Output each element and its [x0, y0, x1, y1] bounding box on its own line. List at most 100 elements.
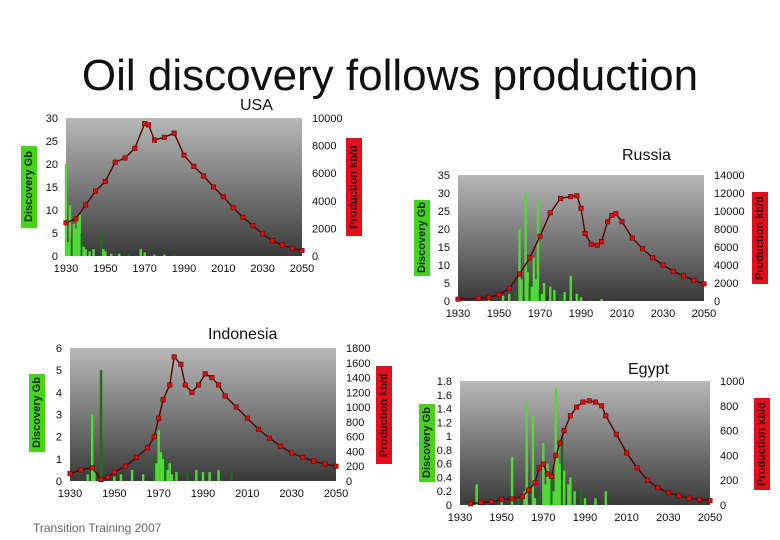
russia-ytick-left: 30 [438, 188, 450, 200]
usa-label: USA [240, 97, 273, 114]
indonesia-xtick: 1990 [191, 488, 215, 500]
usa-xtick: 1950 [93, 263, 117, 275]
russia-ytick-right: 10000 [714, 206, 745, 218]
indonesia-production-point [78, 467, 84, 473]
slide-title: Oil discovery follows production [81, 51, 699, 100]
usa-ytick-left: 5 [52, 228, 58, 240]
egypt-ytick-left: 0.4 [437, 472, 452, 484]
egypt-ytick-left: 1.6 [437, 390, 452, 402]
usa-ytick-right: 2000 [312, 223, 336, 235]
usa-ytick-left: 10 [46, 205, 58, 217]
indonesia-discovery-bar [159, 452, 163, 481]
usa-discovery-axis-label: Discovery Gb [21, 146, 37, 228]
egypt-production-point [553, 452, 559, 458]
egypt-production-point [644, 477, 650, 483]
egypt-xtick: 1950 [489, 512, 513, 524]
indonesia-discovery-bar [113, 476, 116, 481]
usa-ytick-right: 6000 [312, 168, 336, 180]
indonesia-label: Indonesia [208, 326, 278, 343]
indonesia-production-point [182, 382, 188, 388]
russia-ytick-right: 12000 [714, 188, 745, 200]
indonesia-ytick-right: 0 [346, 476, 352, 488]
russia-ytick-right: 8000 [714, 224, 738, 236]
usa-ytick-left: 20 [46, 159, 58, 171]
indonesia-discovery-bar [119, 474, 123, 481]
russia-production-point [574, 193, 580, 199]
indonesia-discovery-bar [170, 474, 174, 481]
indonesia-production-point [189, 389, 195, 395]
russia-production-point [613, 211, 619, 217]
russia-production-point [650, 255, 656, 261]
egypt-ytick-right: 600 [720, 426, 738, 438]
usa-discovery-bar [163, 254, 166, 256]
usa-discovery-bar [82, 246, 85, 256]
russia-production-point [609, 213, 615, 219]
usa-ytick-left: 15 [46, 182, 58, 194]
indonesia-production-point [289, 450, 295, 456]
egypt-discovery-bar [573, 491, 576, 505]
russia-discovery-axis-label: Discovery Gb [414, 200, 430, 276]
egypt-ytick-right: 800 [720, 401, 738, 413]
russia-ytick-right: 4000 [714, 260, 738, 272]
usa-ytick-left: 0 [52, 251, 58, 263]
indonesia-production-point [222, 393, 228, 399]
egypt-discovery-bar [475, 484, 478, 505]
indonesia-discovery-bar [164, 458, 167, 481]
usa-production-point [112, 159, 118, 165]
egypt-xtick: 1990 [573, 512, 597, 524]
indonesia-ytick-right: 600 [346, 432, 364, 444]
russia-production-point [629, 235, 635, 241]
usa-production-point [146, 122, 152, 128]
egypt-discovery-bar [542, 443, 545, 505]
indonesia-production-point [266, 435, 272, 441]
indonesia-xtick: 1970 [146, 488, 170, 500]
russia-discovery-bar [534, 279, 538, 301]
indonesia-discovery-bar [186, 472, 189, 481]
usa-discovery-bar [139, 249, 142, 256]
usa-xtick: 2050 [290, 263, 314, 275]
indonesia-production-point [209, 375, 215, 381]
indonesia-production-point [333, 463, 339, 469]
egypt-discovery-bar [560, 436, 564, 505]
egypt-xtick: 1930 [448, 512, 472, 524]
usa-discovery-bar [100, 230, 103, 256]
usa-ytick-right: 10000 [312, 113, 343, 125]
egypt-discovery-bar [562, 470, 566, 505]
egypt-discovery-bar [554, 387, 558, 505]
egypt-discovery-bar [579, 491, 583, 505]
egypt-ytick-right: 200 [720, 475, 738, 487]
russia-xtick: 1930 [446, 308, 470, 320]
indonesia-ytick-left: 6 [56, 343, 62, 355]
egypt-discovery-bar [525, 401, 528, 505]
egypt-ytick-left: 0.2 [437, 486, 452, 498]
usa-discovery-bar [172, 255, 176, 256]
indonesia-discovery-bar [230, 472, 234, 481]
egypt-ytick-left: 1.4 [437, 404, 452, 416]
indonesia-discovery-bar [168, 463, 171, 481]
russia-ytick-right: 14000 [714, 170, 745, 182]
indonesia-ytick-right: 1000 [346, 402, 370, 414]
russia-ytick-left: 10 [438, 260, 450, 272]
egypt-production-point [599, 403, 605, 409]
usa-discovery-bar [84, 249, 87, 256]
indonesia-discovery-bar [99, 370, 103, 481]
usa-xtick: 1990 [172, 263, 196, 275]
indonesia-ytick-right: 200 [346, 461, 364, 473]
usa-discovery-bar [143, 252, 146, 256]
usa-production-point [220, 194, 226, 200]
usa-production-point [171, 130, 177, 136]
egypt-production-point [665, 490, 671, 496]
egypt-production-point [655, 485, 661, 491]
usa-xtick: 2030 [250, 263, 274, 275]
usa-discovery-bar [74, 228, 78, 256]
indonesia-discovery-bar [90, 414, 94, 481]
indonesia-production-point [278, 443, 284, 449]
egypt-discovery-bar [594, 498, 597, 505]
indonesia-xtick: 2030 [279, 488, 303, 500]
usa-discovery-bar [153, 254, 156, 256]
egypt-production-point [592, 399, 598, 405]
egypt-label: Egypt [628, 361, 669, 378]
egypt-ytick-left: 0.6 [437, 459, 452, 471]
usa-production-point [93, 188, 99, 194]
usa-production-point [269, 238, 275, 244]
